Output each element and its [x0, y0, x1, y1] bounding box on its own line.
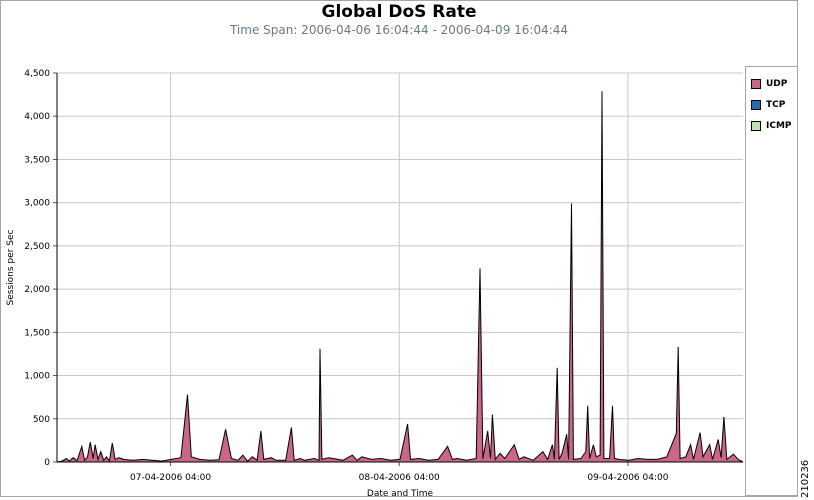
y-tick-label: 3,500	[24, 155, 50, 165]
series-area-udp	[57, 91, 743, 462]
plot-area	[57, 73, 743, 462]
x-axis-label: Date and Time	[367, 489, 434, 499]
y-tick-label: 0	[44, 458, 50, 468]
y-tick-label: 1,000	[24, 372, 50, 382]
y-tick-label: 4,500	[24, 69, 50, 79]
legend-swatch-udp	[751, 79, 761, 89]
x-tick-label: 09-04-2006 04:00	[587, 473, 668, 483]
y-tick-label: 500	[33, 415, 50, 425]
figure-id: 210236	[800, 459, 811, 498]
legend-swatch-icmp	[751, 121, 761, 131]
y-tick-label: 1,500	[24, 328, 50, 338]
legend-item-udp: UDP	[751, 79, 787, 89]
chart-plot: 0 500 1,000 1,500 2,000 2,500 3,000 3,500 4,000 4…	[6, 69, 744, 499]
legend-label-icmp: ICMP	[766, 121, 792, 131]
chart-title: Global DoS Rate	[321, 2, 477, 22]
chart-legend: UDP TCP ICMP	[745, 66, 798, 496]
x-tick-label: 07-04-2006 04:00	[130, 473, 211, 483]
series-line-udp	[56, 91, 744, 463]
y-tick-label: 2,000	[24, 285, 50, 295]
y-tick-label: 4,000	[24, 112, 50, 122]
legend-label-tcp: TCP	[766, 100, 786, 110]
legend-item-icmp: ICMP	[751, 121, 792, 131]
y-tick-label: 3,000	[24, 199, 50, 209]
chart-subtitle: Time Span: 2006-04-06 16:04:44 - 2006-04…	[229, 23, 569, 37]
x-tick-label: 08-04-2006 04:00	[359, 473, 440, 483]
y-axis-label: Sessions per Sec	[6, 230, 16, 306]
legend-item-tcp: TCP	[751, 100, 785, 110]
y-tick-label: 2,500	[24, 242, 50, 252]
legend-label-udp: UDP	[766, 79, 788, 89]
legend-swatch-tcp	[751, 100, 761, 110]
